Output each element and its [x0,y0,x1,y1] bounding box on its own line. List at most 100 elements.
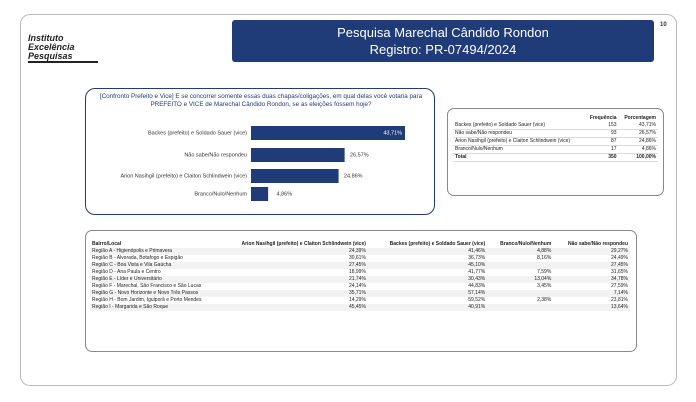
header-cell: Arion Nasihgil (prefeito) e Claiton Schl… [241,241,366,247]
cell: 13,04% [534,276,552,282]
row: Região D - Ana Paula e Centro 18,99% 41,77… [90,269,630,276]
title: Pesquisa Marechal Cândido Rondon [337,25,549,40]
cell: 41,77% [468,269,486,275]
cell: 59,52% [468,297,486,303]
header-cell: Branco/Nulo/Nenhum [500,241,552,247]
cell: 87 [584,137,619,146]
row: Total 350 100,00% [453,153,658,162]
category-label: Não sabe/Não respondeu [184,152,247,158]
subtitle: Registro: PR-07494/2024 [369,42,517,57]
cell: Região C - Boa Vista e Vila Gaúcha [92,262,172,268]
cell: Região H - Bom Jardim, Iguiporã e Porto … [92,297,202,303]
cell: 41,46% [468,248,486,254]
summary-table-box: Frequência Porcentagem Backes (prefeito) e… [447,108,664,196]
header-cell: Porcentagem [624,115,656,121]
row: Não sabe/Não respondeu 93 26,57% [453,129,658,138]
header-cell: Não sabe/Não respondeu [567,241,628,247]
cell: 4,86% [618,145,658,154]
cell: Branco/Nulo/Nenhum [453,145,585,154]
cell: Região G - Novo Horizonte e Novo Três Pa… [92,290,199,296]
cell: 24,86% [618,137,658,146]
header-cell: Frequência [589,115,617,121]
cell: Total [453,153,585,162]
cell: 27,45% [611,262,628,268]
cell: 13,64% [611,304,628,310]
cell: 34,78% [611,276,628,282]
cell: 17 [584,145,619,154]
chart-box [85,88,435,215]
header-cell: Backes (prefeito) e Soldado Sauer (vice) [389,241,486,247]
cell: 24,49% [611,255,628,261]
cell: Arion Nasihgil (prefeito) e Claiton Schl… [453,137,585,146]
cell: 7,59% [537,269,552,275]
cell: Região F - Marechal, São Francisco e São… [92,283,202,289]
cell: 36,73% [468,255,486,261]
cell [487,304,553,311]
cell: Não sabe/Não respondeu [453,129,585,138]
cell: 24,14% [348,283,366,289]
cell: 30,61% [348,255,366,261]
cell: 350 [584,153,619,162]
cell: 8,16% [537,255,552,261]
cell: 14,29% [348,297,366,303]
header-row: Frequência Porcentagem [453,115,658,122]
bar [251,148,345,162]
row: Arion Nasihgil (prefeito) e Claiton Schl… [453,137,658,146]
cell: 35,71% [348,290,366,296]
cell: 45,45% [348,304,366,310]
value-label: 43,71% [383,130,402,136]
cell: Região B - Alvorada, Botafogo e Espigão [92,255,183,261]
category-label: Backes (prefeito) e Soldado Sauer (vice) [148,130,247,136]
cell: 57,14% [468,290,486,296]
cell: 18,99% [348,269,366,275]
cell: 43,71% [618,122,658,130]
cell: 153 [584,122,619,130]
category-label: Arion Nasihgil (prefeito) e Claiton Schl… [120,173,247,179]
value-label: 26,57% [350,152,369,158]
cell: 24,39% [348,248,366,254]
chart-title: [Confronto Prefeito e Vice] E se concorr… [99,93,423,108]
row: Região H - Bom Jardim, Iguiporã e Porto … [90,297,630,304]
cell: Backes (prefeito) e Soldado Sauer (vice) [453,122,585,130]
value-label: 4,86% [277,191,293,197]
bar [251,126,405,140]
value-label: 24,86% [344,173,363,179]
row: Região F - Marechal, São Francisco e São… [90,283,630,290]
bar [251,169,339,183]
cell: 30,43% [468,276,486,282]
cell: Região I - Margarida e São Roque [92,304,169,310]
frame [20,14,677,386]
header-cell [453,115,585,122]
header: Pesquisa Marechal Cândido Rondon Registr… [232,20,654,62]
category-label: Branco/Nulo/Nenhum [194,191,247,197]
region-table-box: Bairro/Local Arion Nasihgil (prefeito) e … [85,230,637,352]
cell: 7,14% [613,290,628,296]
cell: Região A - Higienópolis e Primavera [92,248,173,254]
row: Branco/Nulo/Nenhum 17 4,86% [453,145,658,154]
row: Região E - Líder e Universitário 21,74% 30… [90,276,630,283]
table-body: Região A - Higienópolis e Primavera 24,39… [90,248,630,311]
region-table: Bairro/Local Arion Nasihgil (prefeito) e … [90,241,630,311]
row: Região A - Higienópolis e Primavera 24,39… [90,248,630,255]
cell: 2,38% [537,297,552,303]
cell: 100,00% [618,153,658,162]
row: Região B - Alvorada, Botafogo e Espigão 3… [90,255,630,262]
bar [251,187,269,201]
row: Região I - Margarida e São Roque 45,45% 40… [90,304,630,311]
cell: 27,45% [348,262,366,268]
cell: 40,91% [468,304,486,310]
cell: 26,57% [618,129,658,138]
row: Região C - Boa Vista e Vila Gaúcha 27,45%… [90,262,630,269]
row: Backes (prefeito) e Soldado Sauer (vice)… [453,122,658,130]
cell: Região E - Líder e Universitário [92,276,162,282]
row: Região G - Novo Horizonte e Novo Três Pa… [90,290,630,297]
cell: 4,88% [537,248,552,254]
logo: Instituto Excelência Pesquisas [28,34,98,63]
cell [487,290,553,297]
page-number: 10 [660,22,667,28]
header-cell: Bairro/Local [92,241,122,247]
cell: 29,27% [611,248,628,254]
table-head: Bairro/Local Arion Nasihgil (prefeito) e … [90,241,630,248]
cell: 3,45% [537,283,552,289]
